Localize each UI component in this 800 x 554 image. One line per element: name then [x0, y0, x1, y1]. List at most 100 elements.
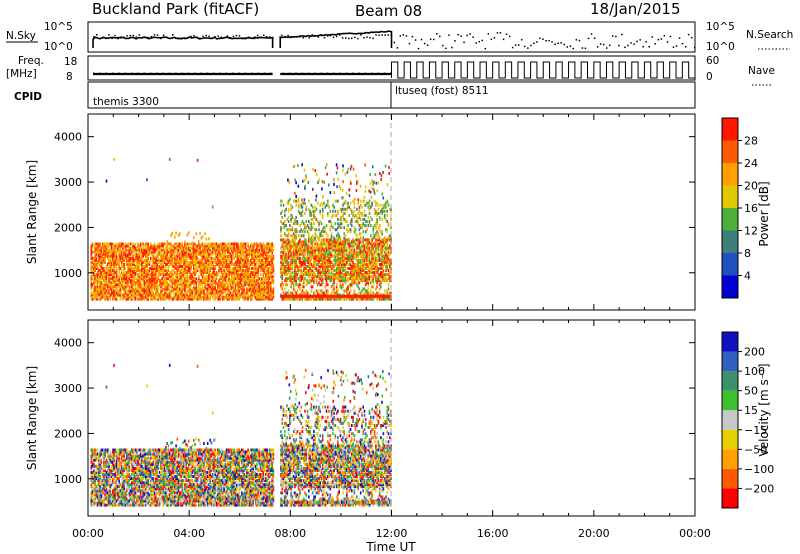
scatter-cell: [333, 244, 335, 248]
scatter-cell: [150, 275, 152, 279]
scatter-cell: [155, 273, 157, 277]
scatter-cell: [309, 260, 311, 264]
scatter-cell: [112, 258, 114, 262]
scatter-cell: [294, 230, 296, 234]
scatter-cell: [181, 279, 184, 283]
scatter-cell: [289, 254, 291, 258]
scatter-cell: [93, 269, 95, 272]
scatter-cell: [268, 254, 271, 258]
scatter-cell: [253, 271, 256, 275]
scatter-cell: [94, 281, 96, 285]
scatter-cell: [340, 262, 343, 266]
scatter-cell: [152, 264, 155, 268]
scatter-cell: [147, 295, 149, 299]
scatter-cell: [219, 269, 222, 272]
scatter-cell: [261, 252, 263, 256]
scatter-cell: [268, 262, 271, 266]
scatter-cell: [109, 295, 112, 299]
scatter-cell: [311, 226, 314, 230]
scatter-cell: [205, 267, 208, 270]
scatter-cell: [90, 291, 93, 295]
scatter-cell: [161, 281, 163, 285]
scatter-cell: [171, 277, 174, 281]
scatter-cell: [214, 273, 217, 277]
scatter-cell: [304, 252, 306, 256]
scatter-cell: [144, 295, 147, 299]
scatter-cell: [239, 264, 242, 268]
scatter-cell: [262, 264, 265, 268]
scatter-cell: [179, 273, 181, 277]
scatter-cell: [147, 297, 149, 301]
scatter-cell: [150, 277, 152, 281]
scatter-cell: [337, 260, 339, 264]
scatter-cell: [352, 281, 354, 285]
scatter-cell: [314, 267, 316, 270]
scatter-cell: [99, 271, 101, 275]
scatter-cell: [101, 267, 104, 270]
scatter-cell: [237, 242, 239, 246]
scatter-cell: [339, 226, 342, 230]
scatter-cell: [227, 271, 229, 275]
scatter-cell: [306, 281, 309, 285]
scatter-cell: [266, 254, 268, 258]
scatter-cell: [270, 273, 272, 277]
scatter-cell: [320, 246, 323, 250]
scatter-cell: [138, 275, 141, 279]
scatter-cell: [182, 293, 185, 297]
scatter-cell: [200, 273, 203, 277]
scatter-cell: [294, 275, 296, 279]
nsearch-dot: [691, 36, 693, 39]
scatter-cell: [100, 291, 103, 295]
scatter-cell: [285, 244, 287, 248]
scatter-cell: [310, 226, 313, 230]
scatter-cell: [147, 281, 149, 285]
scatter-cell: [257, 279, 260, 283]
scatter-cell: [122, 248, 124, 252]
scatter-cell: [163, 254, 166, 258]
scatter-cell: [256, 293, 258, 297]
scatter-cell: [146, 289, 148, 293]
scatter-cell: [349, 254, 352, 258]
scatter-cell: [253, 273, 256, 277]
scatter-cell: [324, 297, 327, 301]
scatter-cell: [194, 252, 196, 256]
scatter-cell: [232, 295, 234, 299]
scatter-cell: [357, 273, 359, 277]
scatter-cell: [304, 244, 306, 248]
scatter-cell: [128, 252, 131, 256]
scatter-cell: [113, 252, 115, 256]
nave-tick-bottom: 0: [706, 71, 713, 83]
nsearch-dot: [120, 36, 122, 38]
scatter-cell: [204, 264, 206, 268]
scatter-cell: [327, 248, 329, 252]
scatter-cell: [246, 269, 248, 272]
scatter-cell: [124, 248, 127, 252]
nsearch-dot: [141, 37, 144, 39]
scatter-cell: [224, 289, 227, 293]
scatter-cell: [107, 242, 109, 246]
scatter-cell: [174, 262, 176, 266]
nsearch-dot: [372, 37, 374, 40]
scatter-cell: [158, 242, 161, 246]
scatter-cell: [309, 281, 311, 285]
scatter-cell: [313, 294, 315, 298]
scatter-cell: [103, 258, 105, 262]
scatter-cell: [171, 248, 174, 252]
scatter-cell: [281, 199, 284, 203]
scatter-cell: [333, 269, 335, 272]
scatter-cell: [182, 252, 185, 256]
scatter-cell: [249, 250, 252, 254]
scatter-cell: [334, 275, 337, 279]
scatter-cell: [203, 246, 205, 250]
scatter-cell: [148, 252, 151, 256]
scatter-cell: [156, 254, 158, 258]
scatter-cell: [125, 275, 128, 279]
scatter-cell: [296, 242, 299, 246]
scatter-cell: [136, 264, 138, 268]
scatter-cell: [109, 273, 112, 277]
scatter-cell: [191, 273, 194, 277]
scatter-cell: [118, 271, 120, 275]
scatter-cell: [233, 246, 235, 250]
nave-dot: [181, 72, 183, 74]
scatter-cell: [324, 277, 327, 281]
